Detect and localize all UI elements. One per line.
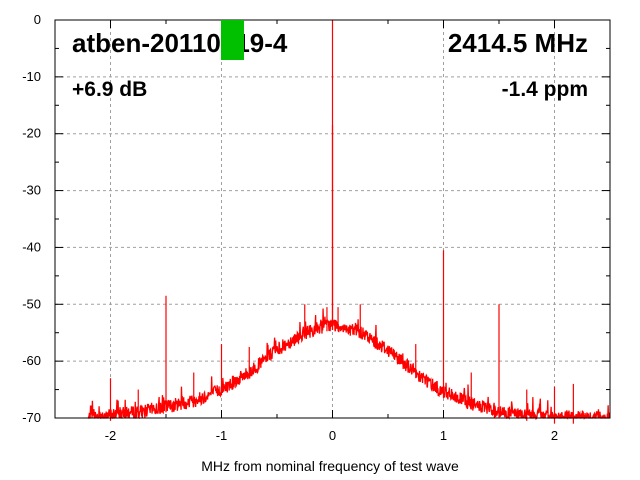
- frequency-annotation: 2414.5 MHz: [448, 28, 588, 58]
- x-tick-label: 0: [329, 428, 336, 443]
- y-tick-label: -30: [22, 183, 41, 198]
- gain-annotation: +6.9 dB: [72, 78, 147, 101]
- x-tick-label: -2: [105, 428, 117, 443]
- y-tick-label: -20: [22, 126, 41, 141]
- x-axis-label: MHz from nominal frequency of test wave: [201, 458, 459, 474]
- x-tick-label: 2: [551, 428, 558, 443]
- x-tick-label: -1: [216, 428, 228, 443]
- plot-frame: [54, 19, 611, 419]
- spectrum-trace: [87, 308, 611, 421]
- x-tick-label: 1: [440, 428, 447, 443]
- y-tick-label: -70: [22, 410, 41, 425]
- y-tick-label: -50: [22, 296, 41, 311]
- y-tick-label: -60: [22, 353, 41, 368]
- device-name-annotation: atben-20110219-4: [72, 28, 288, 58]
- offset-annotation: -1.4 ppm: [502, 78, 588, 101]
- y-tick-label: -40: [22, 239, 41, 254]
- x-axis-ticks: -2 -1 0 1 2: [105, 428, 558, 443]
- redaction-marker: [221, 20, 244, 60]
- spectrum-series: [87, 20, 611, 424]
- y-tick-label: -10: [22, 69, 41, 84]
- y-axis-ticks: 0 -10 -20 -30 -40 -50 -60 -70: [22, 12, 41, 425]
- y-tick-label: 0: [34, 12, 41, 27]
